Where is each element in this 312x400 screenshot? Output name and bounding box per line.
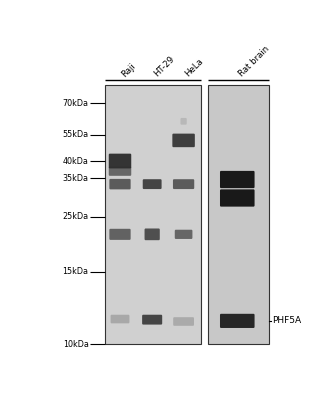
Text: 10kDa: 10kDa — [63, 340, 89, 349]
FancyBboxPatch shape — [220, 171, 255, 188]
FancyBboxPatch shape — [109, 154, 131, 168]
Bar — [208, 85, 269, 344]
Text: Raji: Raji — [120, 61, 138, 79]
FancyBboxPatch shape — [110, 179, 131, 189]
FancyBboxPatch shape — [180, 118, 187, 125]
FancyBboxPatch shape — [172, 134, 195, 147]
FancyBboxPatch shape — [110, 315, 129, 323]
Bar — [105, 85, 201, 344]
FancyBboxPatch shape — [175, 230, 193, 239]
Text: HT-29: HT-29 — [152, 55, 176, 79]
Text: 55kDa: 55kDa — [62, 130, 89, 139]
Text: HeLa: HeLa — [183, 57, 205, 79]
Text: 25kDa: 25kDa — [62, 212, 89, 221]
FancyBboxPatch shape — [109, 166, 131, 176]
Text: Rat brain: Rat brain — [237, 45, 271, 79]
FancyBboxPatch shape — [143, 179, 162, 189]
Text: 35kDa: 35kDa — [63, 174, 89, 183]
FancyBboxPatch shape — [173, 317, 194, 326]
Text: PHF5A: PHF5A — [272, 316, 301, 325]
FancyBboxPatch shape — [173, 179, 194, 189]
FancyBboxPatch shape — [144, 228, 160, 240]
Text: 70kDa: 70kDa — [63, 99, 89, 108]
FancyBboxPatch shape — [110, 229, 131, 240]
Text: 40kDa: 40kDa — [63, 156, 89, 166]
FancyBboxPatch shape — [142, 315, 162, 324]
Text: 15kDa: 15kDa — [63, 268, 89, 276]
FancyBboxPatch shape — [220, 189, 255, 207]
FancyBboxPatch shape — [220, 314, 255, 328]
